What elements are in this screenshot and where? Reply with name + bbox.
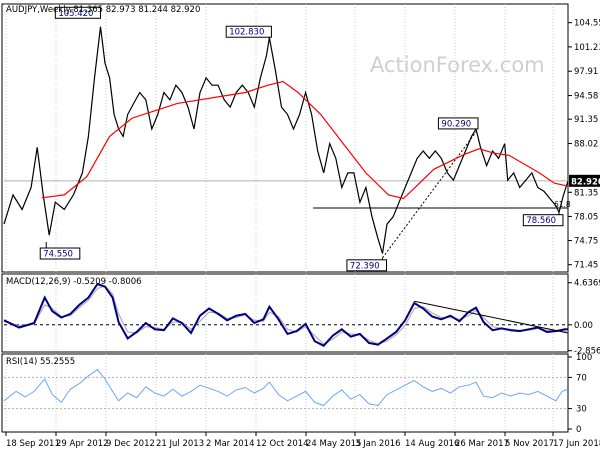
rsi-label: RSI(14) 55.2555 [6,357,75,367]
x-tick-label: 21 Jul 2013 [156,439,204,449]
price-annotation: 105.420 [54,6,102,19]
macd-y-tick-label: -2.8561 [574,347,600,357]
x-tick-label: 2 Mar 2014 [206,439,254,449]
annotation-label: 90.290 [441,119,471,129]
rsi-y-tick-label: 100 [576,353,592,363]
rsi-line [3,368,569,407]
macd-y-tick-label: 4.6369 [574,279,600,289]
x-tick-label: 3 Jan 2016 [355,439,401,449]
moving-average-line [41,80,569,200]
price-annotation: 72.390 [346,257,388,272]
rsi-y-tick-label: 70 [576,373,587,383]
x-tick-label: 18 Sep 2011 [6,439,60,449]
x-tick-label: 29 Apr 2012 [56,439,109,449]
rsi-panel-frame [1,353,569,433]
price-y-tick-label: 91.35 [574,115,598,125]
macd-trend-line [414,300,569,334]
price-y-tick-label: 94.58 [574,92,598,102]
annotation-box [225,25,272,38]
price-y-tick-label: 71.45 [574,261,598,271]
current-price-tag: 82.920 [569,174,600,187]
price-annotation: 74.550 [39,242,81,260]
price-annotation: 102.830 [225,25,272,38]
x-tick-label: 14 Aug 2016 [405,439,459,449]
annotation-box [39,247,81,260]
price-annotation: 90.290 [437,117,479,130]
annotation-label: 105.420 [58,9,93,19]
x-tick-label: 24 May 2015 [306,439,361,449]
x-tick-label: 26 Mar 2017 [455,439,509,449]
rsi-y-tick-label: 30 [576,405,587,415]
annotation-box [54,6,102,19]
annotation-box [437,117,479,130]
price-y-tick-label: 74.75 [574,237,598,247]
macd-label: MACD(12,26,9) -0.5209 -0.8006 [6,277,142,287]
fib-trend-line [382,131,477,259]
price-y-tick-label: 78.05 [574,212,598,222]
x-tick-label: 5 Nov 2017 [505,439,554,449]
x-tick-label: 17 Jun 2018 [553,439,600,449]
price-y-tick-label: 97.91 [574,67,598,77]
price-annotation: 78.560 [522,212,564,227]
macd-line [3,282,568,347]
annotation-label: 74.550 [43,250,73,260]
price-y-tick-label: 101.23 [574,43,600,53]
macd-y-tick-label: 0.00 [574,321,593,331]
chart-title: AUDJPY,Weekly 81.365 82.973 81.244 82.92… [6,5,200,15]
current-price-tag-bg [569,174,600,187]
fib-level-label: 61.8 [554,200,571,209]
x-tick-label: 9 Dec 2012 [106,439,155,449]
annotation-label: 78.560 [526,216,556,226]
rsi-y-tick-label: 0 [576,425,581,435]
price-series-line [3,26,569,254]
annotation-label: 72.390 [350,261,380,271]
annotation-box [522,214,564,227]
annotation-label: 102.830 [229,28,264,38]
watermark: ActionForex.com [370,53,545,77]
annotation-box [346,259,388,272]
current-price-tag-label: 82.920 [571,177,600,187]
macd-panel-frame [1,273,569,353]
price-panel-frame [1,3,569,273]
price-y-tick-label: 81.35 [574,188,598,198]
price-y-tick-label: 104.55 [574,19,600,29]
macd-signal-line [3,285,569,345]
x-tick-label: 12 Oct 2014 [256,439,309,449]
price-y-tick-label: 88.02 [574,140,598,150]
